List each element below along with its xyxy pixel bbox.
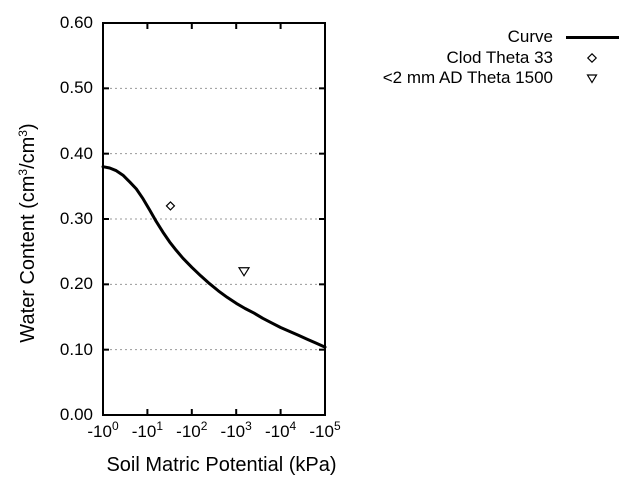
y-tick-label: 0.50 [59,78,93,98]
y-title-text: Water Content (cm [17,175,39,343]
legend-item-clod-theta-33: Clod Theta 33 [383,48,620,69]
legend-marker-cell [564,73,620,84]
legend-line-sample [565,35,619,39]
x-tick-exponent: 3 [245,419,252,433]
legend-marker-cell [564,52,620,64]
y-tick-label: 0.40 [59,143,93,163]
diamond-marker-icon [586,52,598,63]
x-tick-base: -10 [309,422,334,441]
x-tick-base: -10 [87,422,112,441]
x-tick-base: -10 [131,422,157,441]
legend-label-curve: Curve [507,27,553,47]
x-tick-label: -103 [204,419,268,443]
legend-item-curve: Curve [383,27,620,48]
y-axis-title: Water Content (cm3/cm3) [15,83,41,383]
x-tick-base: -10 [176,422,201,441]
legend-label-clod-theta-33: Clod Theta 33 [446,47,553,67]
retention-curve [101,165,327,349]
legend-item-2mm-ad-theta-1500: <2 mm AD Theta 1500 [383,68,620,89]
y-tick-label: 0.00 [59,405,93,424]
x-tick-label: -104 [249,419,313,443]
data-point-2mm-ad-theta-1500 [237,267,251,277]
x-tick-base: -10 [264,422,290,441]
x-tick-base: -10 [220,422,246,441]
x-tick-exponent: 1 [156,419,164,433]
x-tick-exponent: 4 [289,419,297,433]
legend-label-2mm-ad-theta-1500: <2 mm AD Theta 1500 [382,68,553,88]
x-tick-label: -105 [293,419,357,443]
y-title-superscript: 3 [16,130,30,137]
x-tick-exponent: 2 [200,419,208,433]
x-tick-exponent: 5 [333,419,341,433]
data-point-clod-theta-33 [165,201,176,211]
x-tick-label: -100 [71,419,135,443]
x-tick-label: -101 [115,419,179,443]
legend: Curve Clod Theta 33 <2 mm AD Theta 1500 [383,27,620,89]
y-title-superscript: 3 [16,168,30,176]
x-tick-exponent: 0 [111,419,119,433]
x-axis-title: Soil Matric Potential (kPa) [106,454,337,476]
x-tick-label: -102 [160,419,224,443]
y-tick-label: 0.60 [59,13,93,32]
y-tick-label: 0.10 [59,339,93,359]
y-tick-label: 0.20 [59,274,93,294]
y-title-text: ) [17,123,39,130]
legend-marker-cell [564,35,620,39]
triangle-down-marker-icon [586,74,598,84]
y-tick-label: 0.30 [59,209,93,228]
